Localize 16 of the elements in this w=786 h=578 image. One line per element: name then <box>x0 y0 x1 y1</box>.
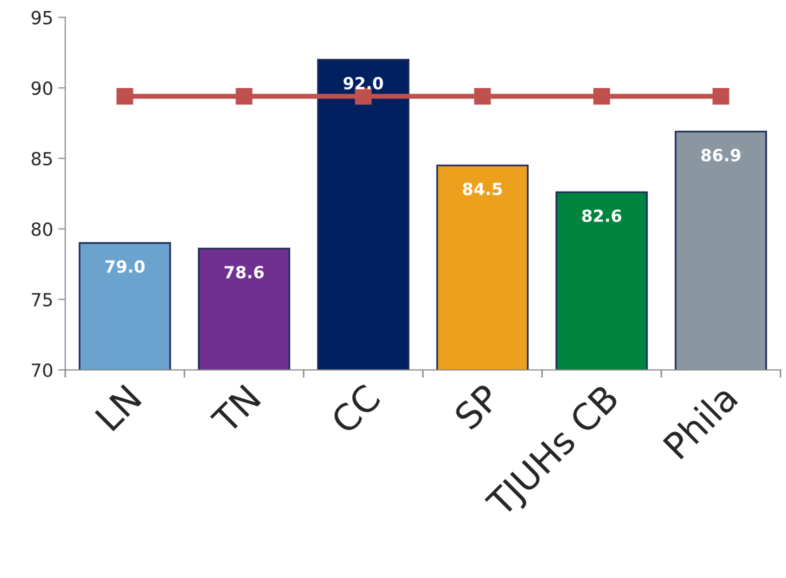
data-label: 79.0 <box>105 260 145 273</box>
y-tick-label: 85 <box>32 152 52 166</box>
data-label: 84.5 <box>462 182 502 196</box>
y-tick-label: 70 <box>32 363 52 378</box>
y-tick-label: 75 <box>32 293 52 307</box>
y-tick-label: 95 <box>32 10 52 24</box>
data-label: 86.9 <box>701 148 740 162</box>
x-tick-label: CC <box>329 382 382 436</box>
y-tick-label: 90 <box>32 81 52 95</box>
x-tick-label: LN <box>94 384 142 432</box>
data-label: 92.0 <box>344 76 384 90</box>
x-tick-label: SP <box>453 382 502 431</box>
data-label: 82.6 <box>582 209 622 222</box>
x-tick-label: TN <box>210 384 261 436</box>
y-tick-label: 80 <box>32 222 52 236</box>
data-label: 78.6 <box>224 266 264 278</box>
